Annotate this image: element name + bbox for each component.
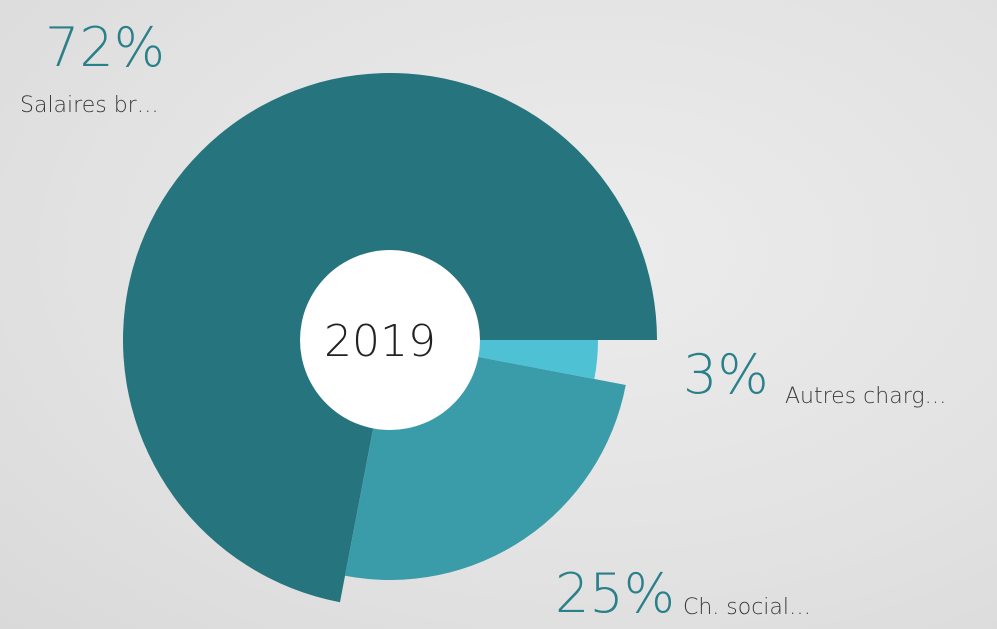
category-label: Autres charg… (785, 384, 947, 409)
value-label: 72% (45, 16, 165, 79)
value-label: 25% (555, 562, 675, 625)
category-label: Salaires br… (20, 93, 159, 118)
value-label: 3% (683, 343, 769, 406)
donut-hole (300, 250, 480, 430)
center-label: 2019 (324, 316, 436, 367)
category-label: Ch. social… (683, 595, 811, 620)
